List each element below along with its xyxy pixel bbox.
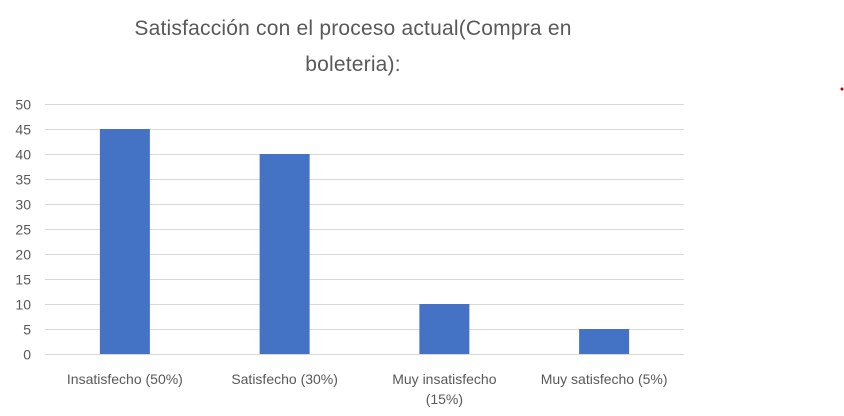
y-tick-label: 30 (15, 197, 31, 213)
x-tick-label: Insatisfecho (50%) (67, 371, 183, 387)
x-tick-label: Muy insatisfecho (392, 371, 496, 387)
chart-title-line-2: boleteria): (305, 53, 401, 76)
gridlines (45, 104, 684, 355)
y-tick-label: 20 (15, 247, 31, 263)
y-tick-label: 25 (15, 222, 31, 238)
bar (419, 304, 470, 354)
y-tick-label: 5 (23, 322, 31, 338)
y-tick-label: 40 (15, 147, 31, 163)
bar (579, 329, 630, 354)
y-tick-label: 10 (15, 297, 31, 313)
chart-title-line-1: Satisfacción con el proceso actual(Compr… (134, 17, 572, 40)
y-tick-label: 45 (15, 122, 31, 138)
x-tick-label: Satisfecho (30%) (231, 371, 338, 387)
x-tick-label: Muy satisfecho (5%) (541, 371, 668, 387)
y-axis-ticks: 0 5 10 15 20 25 30 35 40 45 50 (15, 97, 31, 363)
decorations (840, 87, 844, 91)
bars (99, 129, 630, 354)
y-tick-label: 35 (15, 172, 31, 188)
y-tick-label: 0 (23, 347, 31, 363)
y-tick-label: 15 (15, 272, 31, 288)
bar (99, 129, 150, 354)
x-axis-ticks: Insatisfecho (50%) Satisfecho (30%) Muy in… (67, 371, 668, 407)
y-tick-label: 50 (15, 97, 31, 113)
bar (259, 154, 310, 354)
x-tick-label: (15%) (426, 391, 463, 407)
red-dot-mark (840, 87, 844, 91)
